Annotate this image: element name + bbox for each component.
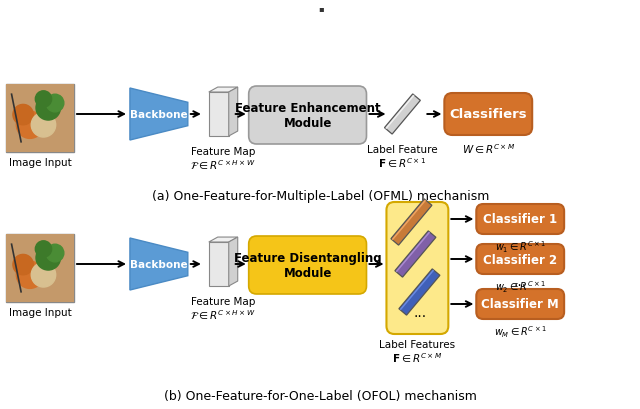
Text: Feature Disentangling
Module: Feature Disentangling Module [234,252,381,279]
Polygon shape [228,88,237,137]
Circle shape [35,92,52,108]
Polygon shape [209,238,237,243]
Polygon shape [395,231,436,277]
Text: Classifiers: Classifiers [449,108,527,121]
Circle shape [36,97,60,121]
Text: Feature Enhancement
Module: Feature Enhancement Module [235,102,380,130]
Polygon shape [228,238,237,286]
Circle shape [17,112,44,139]
Text: Label Feature: Label Feature [367,145,438,155]
Polygon shape [396,232,430,273]
Polygon shape [391,199,432,245]
Text: ▪: ▪ [318,4,323,13]
FancyBboxPatch shape [476,289,564,319]
Text: $\mathcal{F} \in R^{C\times H\times W}$: $\mathcal{F} \in R^{C\times H\times W}$ [190,307,255,321]
Polygon shape [130,89,188,141]
Text: Feature Map: Feature Map [191,296,255,306]
Circle shape [46,95,64,112]
Polygon shape [392,200,426,241]
Polygon shape [385,95,415,130]
Text: Classifier M: Classifier M [481,298,559,311]
FancyBboxPatch shape [6,234,74,302]
FancyBboxPatch shape [476,204,564,234]
Text: (a) One-Feature-for-Multiple-Label (OFML) mechanism: (a) One-Feature-for-Multiple-Label (OFML… [152,189,489,202]
Text: $W \in R^{C\times M}$: $W \in R^{C\times M}$ [461,142,515,155]
Text: $\mathbf{F} \in R^{C\times 1}$: $\mathbf{F} \in R^{C\times 1}$ [378,155,426,169]
FancyBboxPatch shape [6,85,74,153]
Text: (b) One-Feature-for-One-Label (OFOL) mechanism: (b) One-Feature-for-One-Label (OFOL) mec… [164,389,477,402]
Polygon shape [209,243,228,286]
Circle shape [13,105,33,126]
Polygon shape [399,270,434,310]
Circle shape [17,262,44,289]
Text: Label Features: Label Features [380,339,456,349]
Text: Backbone: Backbone [130,259,188,270]
Text: $w_M \in R^{C\times 1}$: $w_M \in R^{C\times 1}$ [494,323,547,339]
Polygon shape [209,88,237,93]
Text: ...: ... [414,305,427,319]
Text: ...: ... [514,275,527,289]
FancyBboxPatch shape [249,236,367,294]
Text: $\mathcal{F} \in R^{C\times H\times W}$: $\mathcal{F} \in R^{C\times H\times W}$ [190,157,255,171]
Text: Classifier 1: Classifier 1 [483,213,557,226]
FancyBboxPatch shape [444,94,532,136]
Polygon shape [399,269,440,315]
Text: Image Input: Image Input [9,157,72,168]
Circle shape [31,113,56,138]
Circle shape [46,245,64,262]
Text: $\mathbf{F} \in R^{C\times M}$: $\mathbf{F} \in R^{C\times M}$ [392,350,442,364]
Bar [6,85,74,153]
Text: Backbone: Backbone [130,110,188,120]
Polygon shape [130,238,188,290]
Text: Image Input: Image Input [9,307,72,317]
Polygon shape [209,93,228,137]
FancyBboxPatch shape [249,87,367,145]
Text: $w_2 \in R^{C\times 1}$: $w_2 \in R^{C\times 1}$ [495,278,546,294]
Text: Feature Map: Feature Map [191,147,255,157]
Circle shape [13,255,33,275]
Circle shape [36,246,60,270]
Circle shape [35,241,52,258]
FancyBboxPatch shape [476,245,564,274]
Text: $w_1 \in R^{C\times 1}$: $w_1 \in R^{C\times 1}$ [495,238,546,254]
Text: Classifier 2: Classifier 2 [483,253,557,266]
Circle shape [31,263,56,288]
Polygon shape [385,95,420,135]
FancyBboxPatch shape [387,202,449,334]
Bar [6,234,74,302]
